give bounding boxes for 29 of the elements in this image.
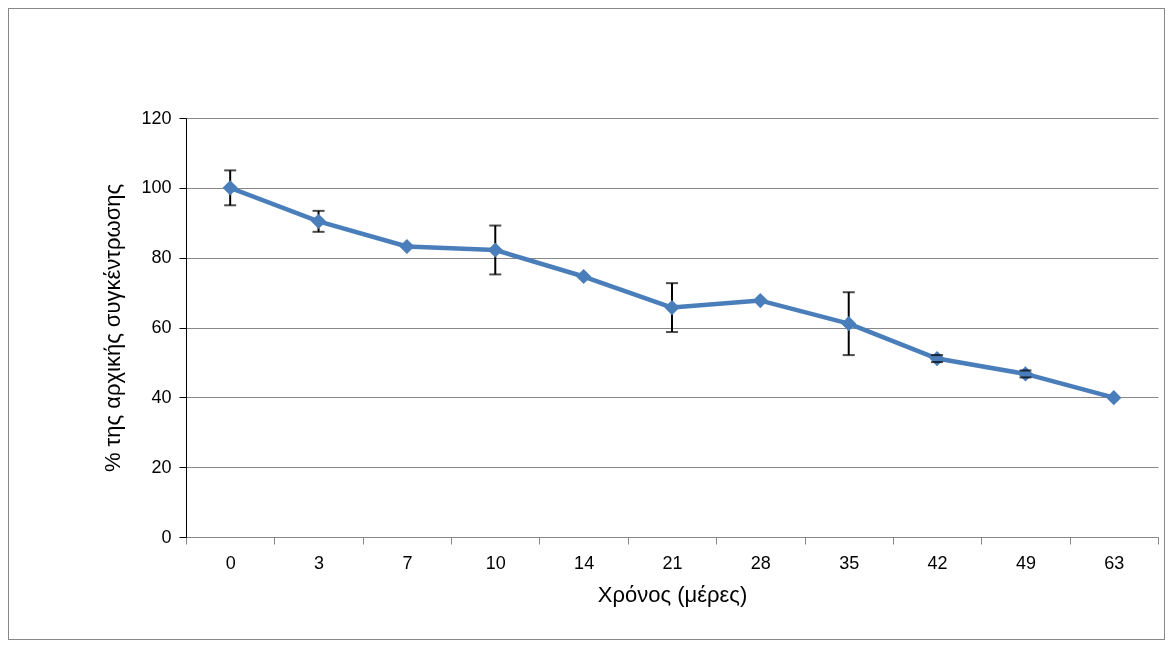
x-tick-label: 28 <box>750 552 771 573</box>
y-tick-label: 60 <box>151 317 172 337</box>
x-axis-title: Χρόνος (μέρες) <box>597 581 748 607</box>
y-tick-label: 20 <box>151 456 172 477</box>
point <box>752 293 768 309</box>
x-tick-label: 14 <box>574 552 595 573</box>
point <box>222 180 238 196</box>
x-tick-label: 7 <box>402 552 413 573</box>
point <box>310 213 327 229</box>
point <box>576 268 592 285</box>
y-axis-title: % της αρχικής συγκέντρωσης <box>100 183 126 473</box>
point <box>1106 390 1122 406</box>
y-tick-label: 0 <box>161 526 172 547</box>
x-tick-label: 10 <box>485 552 506 573</box>
point <box>399 238 415 255</box>
y-tick-label: 40 <box>151 386 172 407</box>
x-tick-label: 49 <box>1015 552 1036 573</box>
x-tick-label: 0 <box>225 552 236 573</box>
x-tick-label: 35 <box>839 552 860 573</box>
y-tick-label: 80 <box>151 247 172 268</box>
x-tick-label: 63 <box>1104 552 1125 573</box>
point <box>841 316 857 332</box>
y-tick-label: 100 <box>141 177 172 198</box>
x-tick-label: 3 <box>314 552 325 573</box>
point <box>487 242 503 258</box>
y-tick-label: 120 <box>141 107 172 128</box>
point <box>664 300 680 316</box>
x-tick-label: 42 <box>927 552 948 573</box>
x-tick-label: 21 <box>662 552 683 573</box>
